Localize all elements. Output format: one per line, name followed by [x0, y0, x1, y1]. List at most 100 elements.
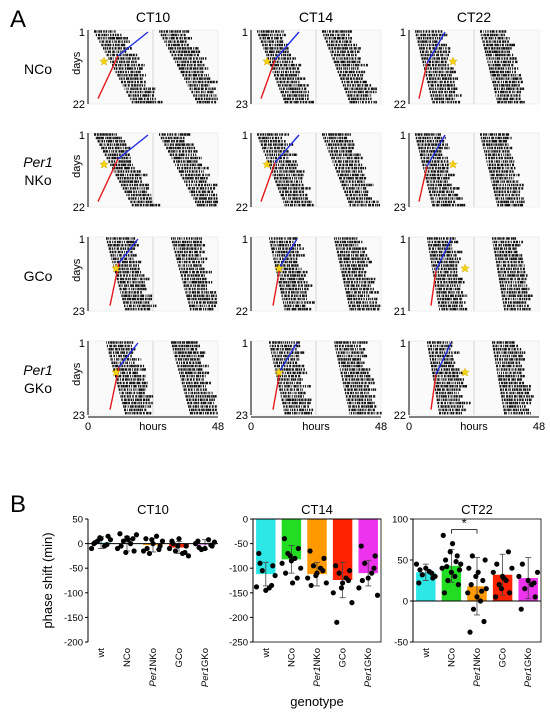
data-point — [282, 570, 289, 576]
data-point — [441, 590, 448, 596]
y-tick-label: -250 — [229, 638, 248, 649]
category-label: NCo — [446, 648, 457, 667]
column-title: CT22 — [457, 9, 491, 25]
data-point — [365, 575, 371, 581]
y-tick-label: 50 — [397, 556, 408, 567]
data-point — [330, 590, 336, 596]
red-fit-line — [97, 158, 119, 202]
data-point — [456, 567, 463, 573]
data-point — [196, 544, 202, 551]
data-point — [295, 545, 301, 552]
row-label: GCo — [24, 268, 53, 284]
actogram-panel: CT10 CT14 CT22 NCo 1 22 days 1 23 1 22 Per1 NKo 1 22 da… — [23, 9, 545, 433]
data-point — [455, 582, 461, 588]
data-point — [143, 536, 149, 542]
category-gene: Per1 — [472, 666, 483, 686]
category-label: Per1GKo — [363, 648, 374, 687]
data-point — [107, 537, 114, 543]
last-day-label: 22 — [73, 99, 85, 111]
activity-bars — [427, 237, 533, 311]
category-label: Per1GKo — [200, 648, 211, 687]
first-day-label: 1 — [242, 27, 248, 39]
actogram: 1 22 days — [71, 27, 219, 111]
data-point — [470, 606, 477, 612]
data-point — [272, 572, 278, 579]
data-point — [307, 548, 313, 554]
first-day-label: 1 — [400, 27, 406, 39]
data-point — [465, 590, 471, 596]
last-day-label: 23 — [236, 410, 248, 422]
last-day-label: 23 — [394, 202, 406, 214]
y-tick-label: -50 — [234, 539, 248, 550]
blue-fit-line — [426, 31, 446, 64]
blue-fit-line — [435, 238, 452, 271]
data-point — [439, 565, 445, 571]
data-point — [287, 553, 293, 559]
data-point — [449, 541, 456, 547]
category-label: wt — [261, 648, 272, 659]
category-label: wt — [421, 648, 432, 659]
category-label: Per1GKo — [523, 648, 534, 687]
row-label: NKo — [24, 172, 51, 188]
data-point — [104, 541, 110, 548]
y-tick-label: -50 — [394, 638, 408, 649]
data-point — [483, 586, 489, 592]
data-point — [156, 546, 162, 553]
activity-bars — [106, 237, 218, 311]
data-point — [149, 537, 155, 543]
data-point — [88, 545, 95, 552]
data-point — [313, 572, 319, 579]
data-point — [123, 549, 129, 556]
category-name: GCo — [338, 648, 349, 668]
data-point — [338, 585, 345, 591]
blue-fit-line — [426, 134, 446, 167]
first-day-label: 1 — [242, 130, 248, 142]
first-day-label: 1 — [79, 338, 85, 350]
last-day-label: 22 — [236, 306, 248, 318]
data-point — [466, 565, 472, 571]
red-fit-line — [418, 63, 428, 99]
data-point — [474, 594, 480, 600]
data-point — [356, 585, 362, 591]
data-point — [416, 580, 422, 586]
y-tick-label: -100 — [64, 588, 83, 599]
red-fit-line — [260, 162, 276, 202]
category-name: NKo — [312, 648, 323, 666]
blue-fit-line — [118, 342, 139, 368]
category-gene: Per1 — [523, 667, 534, 687]
first-day-label: 1 — [400, 130, 406, 142]
y-tick-label: 0 — [243, 515, 248, 526]
data-point — [336, 570, 342, 576]
light-pulse-marker — [99, 159, 109, 169]
data-point — [445, 577, 451, 584]
data-point — [362, 560, 368, 566]
days-label: days — [71, 258, 83, 282]
row-label: GKo — [24, 380, 52, 396]
y-tick-label: -200 — [64, 638, 83, 649]
data-point — [185, 553, 192, 559]
data-point — [270, 563, 276, 569]
first-day-label: 1 — [79, 234, 85, 246]
y-tick-label: 0 — [78, 539, 83, 550]
data-point — [358, 543, 364, 549]
data-point — [417, 567, 423, 573]
category-label: GCo — [498, 648, 509, 668]
data-point — [479, 588, 485, 594]
data-point — [532, 594, 538, 600]
category-name: GCo — [498, 648, 509, 668]
category-name: NCo — [446, 648, 457, 667]
data-point — [120, 538, 127, 544]
data-point — [294, 575, 300, 581]
data-point — [281, 536, 288, 542]
activity-bars — [415, 133, 525, 207]
row-label-gene: Per1 — [23, 154, 53, 170]
y-tick-label: -150 — [64, 613, 83, 624]
panel-b-letter: B — [10, 491, 26, 518]
data-point — [117, 531, 123, 537]
blue-fit-line — [117, 31, 149, 57]
data-point — [346, 568, 353, 574]
days-label: days — [71, 154, 83, 178]
data-point — [423, 565, 429, 571]
